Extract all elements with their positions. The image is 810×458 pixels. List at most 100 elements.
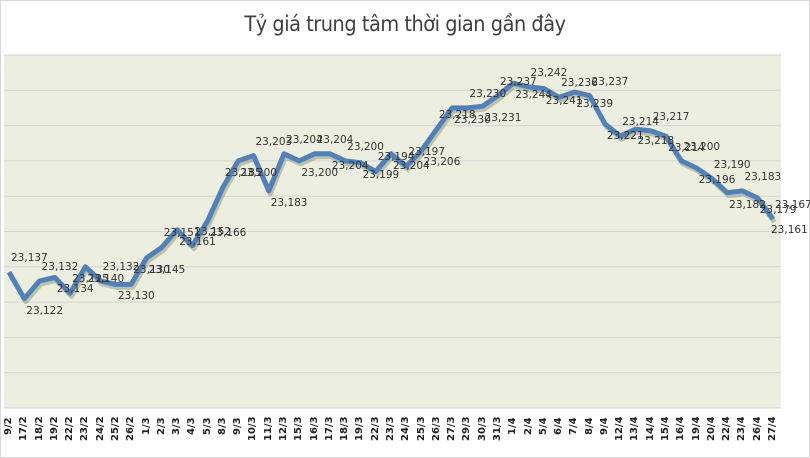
data-label: 23,125 <box>72 273 109 286</box>
x-tick-label: 18/3 <box>339 416 351 441</box>
data-label: 23,179 <box>759 203 797 216</box>
x-tick-label: 23/2 <box>79 416 91 441</box>
data-label: 23,200 <box>301 166 339 179</box>
data-label: 23,152 <box>194 225 232 238</box>
x-tick-label: 10/3 <box>247 416 259 441</box>
data-label: 23,218 <box>438 109 476 122</box>
x-tick-label: 31/3 <box>491 416 503 441</box>
x-tick-label: 4/3 <box>186 416 198 435</box>
data-label: 23,217 <box>652 110 690 123</box>
data-label: 23,122 <box>26 304 64 317</box>
data-label: 23,183 <box>744 170 782 183</box>
data-label: 23,237 <box>591 75 629 88</box>
x-tick-label: 15/3 <box>293 416 305 441</box>
data-label: 23,145 <box>148 263 186 276</box>
x-tick-label: 22/2 <box>64 416 76 441</box>
data-label: 23,183 <box>270 196 308 209</box>
data-label: 23,151 <box>163 227 201 240</box>
x-tick-label: 11/3 <box>262 416 274 441</box>
x-tick-label: 25/3 <box>415 416 427 441</box>
data-label: 23,167 <box>775 199 810 212</box>
data-label: 23,231 <box>484 112 522 125</box>
x-tick-label: 2/3 <box>155 416 167 435</box>
data-label: 23,130 <box>117 290 155 303</box>
x-tick-label: 9/3 <box>232 416 244 435</box>
data-label: 23,237 <box>499 75 537 88</box>
data-label: 23,204 <box>393 159 430 172</box>
data-label: 23,221 <box>606 129 644 142</box>
x-tick-label: 24/3 <box>400 416 412 441</box>
chart-title: Tỷ giá trung tâm thời gian gần đây <box>244 12 566 36</box>
data-label: 23,182 <box>729 198 766 211</box>
data-label: 23,166 <box>209 226 247 239</box>
x-tick-label: 14/4 <box>644 416 656 441</box>
x-tick-label: 23/3 <box>385 416 396 441</box>
x-tick-label: 20/4 <box>705 416 717 441</box>
data-label: 23,236 <box>561 77 598 90</box>
x-tick-label: 22/3 <box>369 416 381 441</box>
x-tick-label: 7/4 <box>568 416 580 435</box>
x-tick-label: 24/2 <box>94 416 106 441</box>
data-label: 23,242 <box>530 66 568 79</box>
data-label: 23,140 <box>87 272 125 285</box>
data-label: 23,134 <box>56 283 94 296</box>
x-tick-label: 19/4 <box>690 416 702 441</box>
x-tick-label: 12/4 <box>614 416 626 441</box>
x-tick-label: 17/3 <box>323 416 335 441</box>
data-label: 23,199 <box>362 168 400 181</box>
x-tick-label: 25/2 <box>109 416 121 441</box>
data-label: 23,132 <box>41 260 79 273</box>
x-tick-label: 26/2 <box>125 416 137 441</box>
x-tick-label: 1/4 <box>507 416 519 435</box>
data-label: 23,161 <box>179 235 216 248</box>
x-tick-label: 27/3 <box>446 416 458 441</box>
x-tick-label: 27/4 <box>767 416 778 441</box>
x-tick-label: 1/3 <box>140 416 152 435</box>
data-label: 23,204 <box>286 133 323 146</box>
x-tick-label: 13/4 <box>629 416 641 441</box>
x-tick-label: 9/2 <box>3 416 14 435</box>
data-label: 23,204 <box>316 133 354 146</box>
x-tick-label: 29/3 <box>461 416 473 441</box>
data-label: 23,203 <box>255 135 293 148</box>
x-tick-label: 17/2 <box>18 416 30 441</box>
data-label: 23,230 <box>469 87 507 100</box>
data-label: 23,239 <box>576 98 614 111</box>
x-tick-label: 6/4 <box>553 416 565 435</box>
data-label: 23,214 <box>622 116 659 129</box>
x-tick-label: 16/3 <box>308 416 320 441</box>
series-line <box>6 80 776 302</box>
data-label: 23,197 <box>408 146 446 159</box>
data-label: 23,194 <box>377 151 415 164</box>
x-tick-label: 30/3 <box>476 416 488 441</box>
x-tick-label: 3/3 <box>171 416 183 435</box>
data-label: 23,132 <box>102 260 140 273</box>
data-label: 23,230 <box>454 113 491 126</box>
x-tick-label: 5/3 <box>201 416 213 435</box>
data-label: 23,218 <box>637 135 675 148</box>
data-label: 23,190 <box>713 158 751 171</box>
x-tick-label: 22/4 <box>721 416 733 441</box>
data-label: 23,214 <box>668 142 705 155</box>
x-tick-label: 9/4 <box>598 416 610 435</box>
x-tick-label: 19/3 <box>354 416 366 441</box>
x-tick-label: 8/4 <box>583 416 595 435</box>
data-label: 23,204 <box>331 159 369 172</box>
data-label: 23,241 <box>545 94 583 107</box>
x-tick-label: 26/4 <box>751 416 763 441</box>
data-label: 23,200 <box>683 140 721 153</box>
data-label: 23,130 <box>133 264 170 277</box>
x-tick-label: 26/3 <box>430 416 442 441</box>
data-label: 23,185 <box>224 167 262 180</box>
data-label: 23,200 <box>347 140 384 153</box>
x-tick-label: 15/4 <box>660 416 672 441</box>
x-tick-label: 5/4 <box>537 416 549 435</box>
data-label: 23,200 <box>240 166 277 179</box>
x-tick-label: 19/2 <box>48 416 60 441</box>
x-tick-label: 23/4 <box>736 416 748 441</box>
data-label: 23,161 <box>771 224 808 236</box>
x-tick-label: 16/4 <box>675 416 687 441</box>
x-tick-label: 12/3 <box>278 416 290 441</box>
data-label: 23,137 <box>11 252 48 265</box>
